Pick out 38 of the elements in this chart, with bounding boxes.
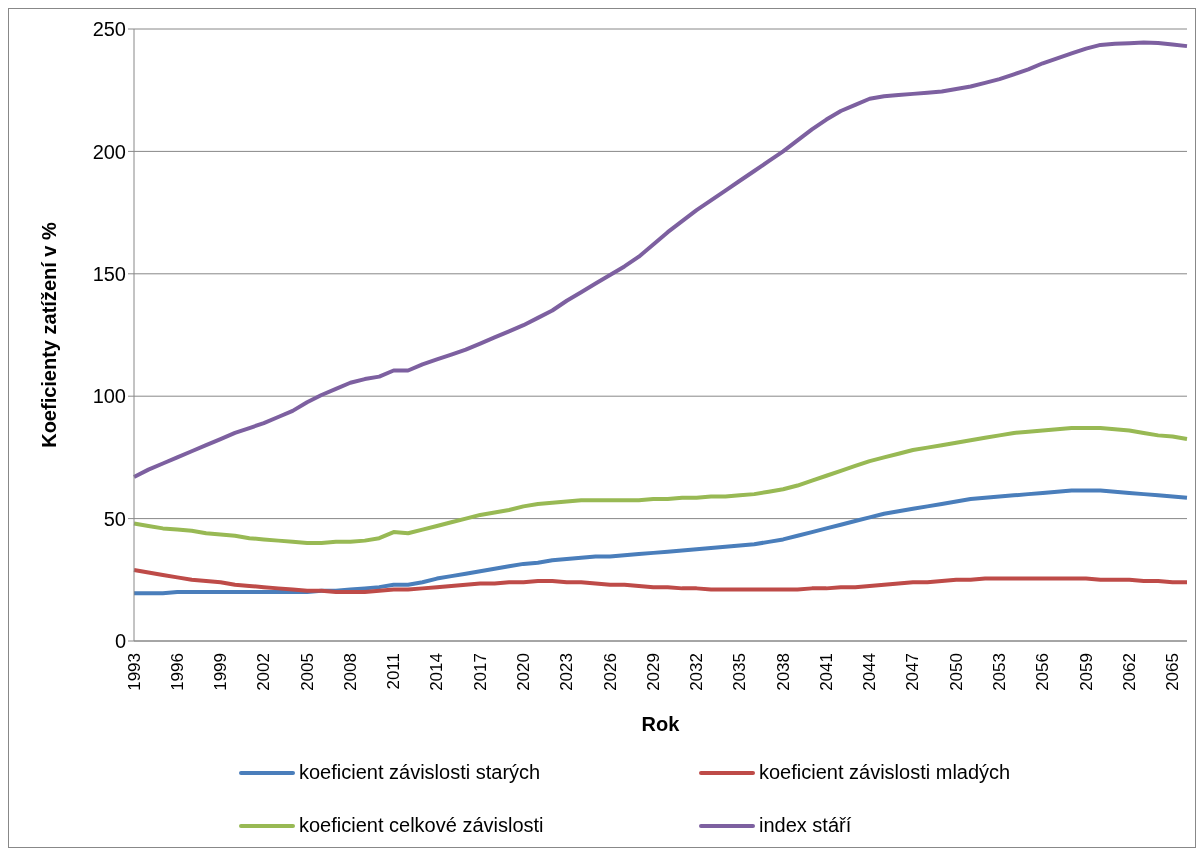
x-tick-label: 2023 [557,653,577,691]
y-tick-label: 250 [92,18,126,41]
x-tick-label: 1993 [124,653,144,691]
x-tick-label: 2035 [730,653,750,691]
x-tick-label: 2026 [600,653,620,691]
x-tick-label: 2044 [860,653,880,691]
x-tick-label: 2056 [1033,653,1053,691]
x-tick-label: 2005 [297,653,317,691]
x-tick-label: 2008 [340,653,360,691]
y-tick-label: 0 [114,630,126,653]
legend-label: koeficient závislosti starých [299,761,541,784]
line-series [132,568,1189,595]
x-tick-label: 2014 [427,653,447,691]
x-tick-label: 2020 [513,653,533,691]
x-axis-title: Rok [641,713,681,735]
x-tick-label: 2029 [643,653,663,691]
y-axis-title: Koeficienty zatížení v % [38,221,61,448]
x-tick-label: 2065 [1163,653,1183,691]
x-tick-label: 2053 [989,653,1009,691]
y-tick-label: 150 [92,262,126,285]
x-tick-label: 2002 [254,653,274,691]
x-tick-label: 2038 [773,653,793,691]
y-tick-label: 200 [92,140,126,163]
legend-label: koeficient závislosti mladých [759,761,1011,784]
x-tick-label: 2017 [470,653,490,691]
x-tick-label: 1999 [211,653,231,691]
legend-label: koeficient celkové závislosti [299,814,544,837]
x-tick-label: 2062 [1119,653,1139,691]
legend-label: index stáří [759,814,852,837]
y-tick-label: 50 [103,507,126,530]
x-tick-label: 2041 [816,653,836,691]
x-tick-label: 2050 [946,653,966,691]
y-tick-label: 100 [92,385,126,408]
x-tick-label: 2032 [687,653,707,691]
x-tick-label: 2011 [384,653,404,690]
x-tick-label: 2047 [903,653,923,691]
x-tick-label: 1996 [167,653,187,691]
x-tick-label: 2059 [1076,653,1096,691]
